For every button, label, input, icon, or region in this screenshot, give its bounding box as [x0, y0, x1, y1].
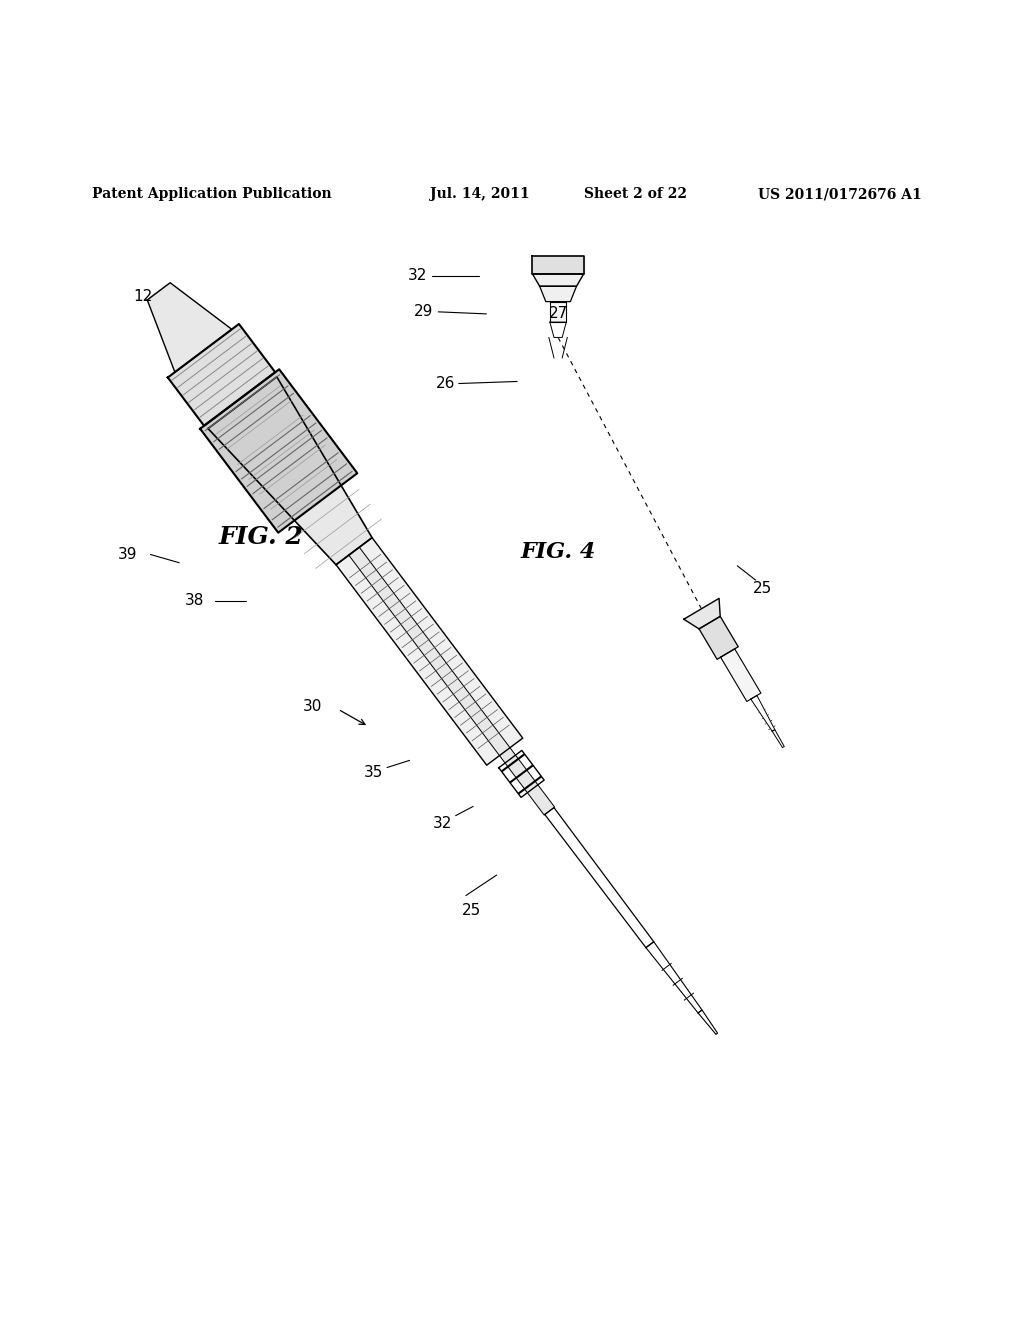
Text: FIG. 4: FIG. 4	[520, 541, 596, 564]
Polygon shape	[200, 370, 357, 533]
Polygon shape	[684, 598, 720, 628]
Polygon shape	[147, 282, 231, 372]
Text: Patent Application Publication: Patent Application Publication	[92, 187, 332, 201]
Polygon shape	[545, 808, 653, 948]
Polygon shape	[168, 323, 275, 426]
Text: 32: 32	[433, 816, 452, 832]
Text: 30: 30	[303, 698, 322, 714]
Text: 32: 32	[409, 268, 427, 284]
Text: 38: 38	[185, 593, 204, 609]
Polygon shape	[646, 941, 702, 1012]
Text: 25: 25	[754, 581, 772, 595]
Text: 25: 25	[462, 903, 480, 919]
Text: 29: 29	[415, 305, 433, 319]
Polygon shape	[532, 275, 584, 286]
Polygon shape	[772, 730, 784, 747]
Polygon shape	[751, 696, 775, 731]
Text: Sheet 2 of 22: Sheet 2 of 22	[584, 187, 687, 201]
Polygon shape	[721, 649, 761, 701]
Polygon shape	[349, 548, 555, 814]
Text: 27: 27	[549, 306, 567, 321]
Polygon shape	[550, 322, 566, 338]
Polygon shape	[699, 616, 738, 659]
Text: 12: 12	[134, 289, 153, 304]
Text: FIG. 2: FIG. 2	[219, 525, 303, 549]
Polygon shape	[698, 1010, 718, 1035]
Text: 26: 26	[436, 376, 455, 391]
Text: Jul. 14, 2011: Jul. 14, 2011	[430, 187, 529, 201]
Text: 35: 35	[365, 766, 383, 780]
Polygon shape	[550, 301, 566, 322]
Polygon shape	[532, 256, 584, 275]
Text: US 2011/0172676 A1: US 2011/0172676 A1	[758, 187, 922, 201]
Polygon shape	[336, 537, 522, 766]
Polygon shape	[208, 378, 372, 565]
Polygon shape	[540, 286, 577, 301]
Text: 39: 39	[118, 546, 138, 562]
Polygon shape	[499, 750, 544, 797]
